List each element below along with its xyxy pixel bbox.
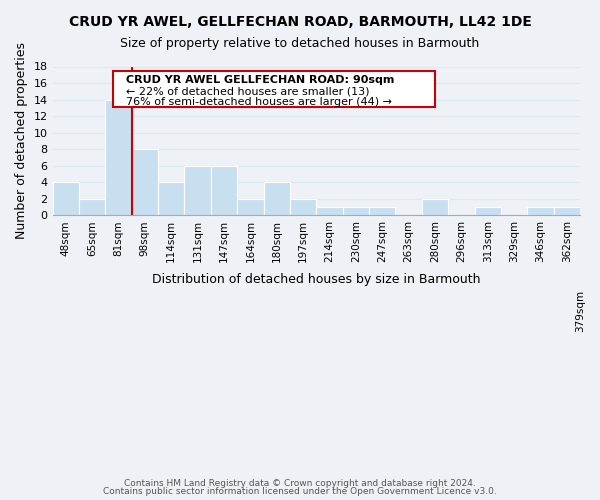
- Bar: [53, 182, 79, 216]
- Text: 379sqm: 379sqm: [575, 290, 585, 332]
- Bar: [290, 199, 316, 216]
- FancyBboxPatch shape: [113, 71, 435, 108]
- Bar: [237, 199, 263, 216]
- Text: CRUD YR AWEL, GELLFECHAN ROAD, BARMOUTH, LL42 1DE: CRUD YR AWEL, GELLFECHAN ROAD, BARMOUTH,…: [68, 15, 532, 29]
- Bar: [79, 199, 105, 216]
- Y-axis label: Number of detached properties: Number of detached properties: [15, 42, 28, 239]
- Text: ← 22% of detached houses are smaller (13): ← 22% of detached houses are smaller (13…: [127, 86, 370, 97]
- Text: CRUD YR AWEL GELLFECHAN ROAD: 90sqm: CRUD YR AWEL GELLFECHAN ROAD: 90sqm: [127, 76, 395, 86]
- Bar: [316, 207, 343, 216]
- Bar: [158, 182, 184, 216]
- Bar: [475, 207, 501, 216]
- Bar: [554, 207, 580, 216]
- Bar: [131, 149, 158, 216]
- X-axis label: Distribution of detached houses by size in Barmouth: Distribution of detached houses by size …: [152, 274, 481, 286]
- Text: Contains public sector information licensed under the Open Government Licence v3: Contains public sector information licen…: [103, 487, 497, 496]
- Bar: [369, 207, 395, 216]
- Bar: [211, 166, 237, 216]
- Bar: [422, 199, 448, 216]
- Bar: [263, 182, 290, 216]
- Bar: [527, 207, 554, 216]
- Bar: [343, 207, 369, 216]
- Text: 76% of semi-detached houses are larger (44) →: 76% of semi-detached houses are larger (…: [127, 98, 392, 108]
- Text: Size of property relative to detached houses in Barmouth: Size of property relative to detached ho…: [121, 38, 479, 51]
- Text: Contains HM Land Registry data © Crown copyright and database right 2024.: Contains HM Land Registry data © Crown c…: [124, 478, 476, 488]
- Bar: [105, 100, 131, 216]
- Bar: [184, 166, 211, 216]
